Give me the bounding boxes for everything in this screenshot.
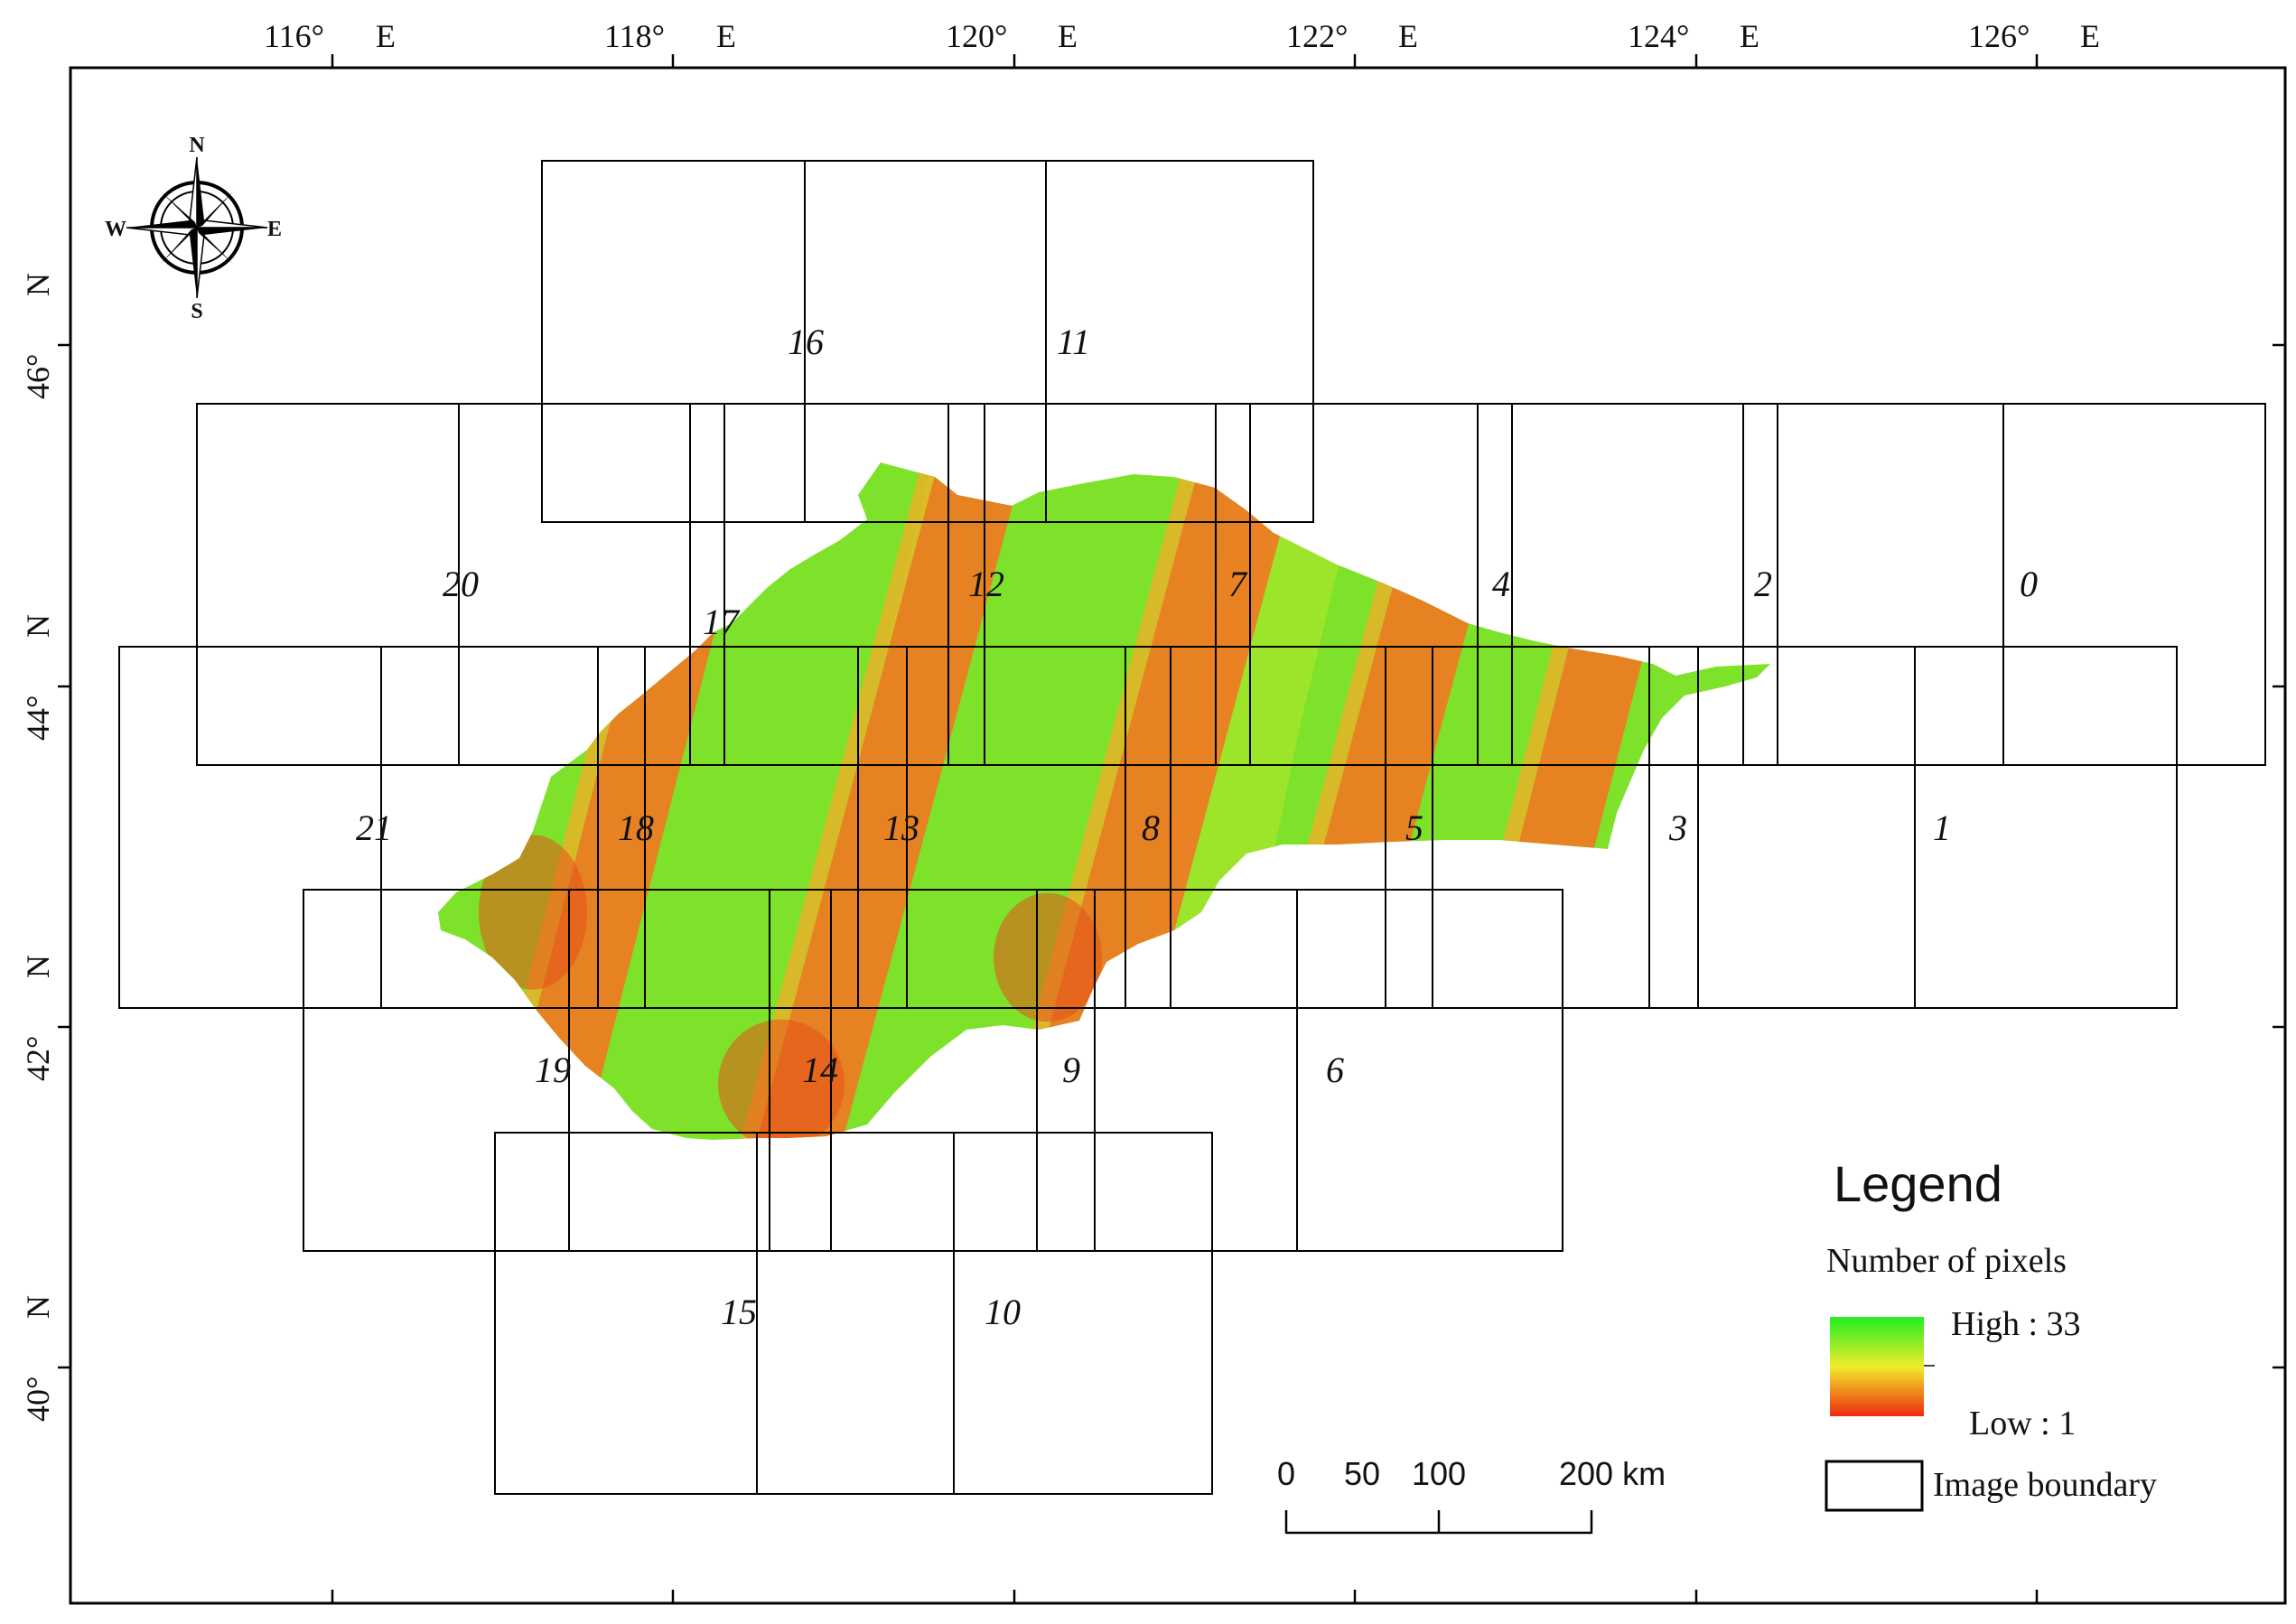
tile-label-10: 10	[985, 1292, 1021, 1332]
tile-label-1: 1	[1933, 807, 1951, 848]
tile-label-6: 6	[1326, 1050, 1344, 1090]
legend-color-ramp	[1830, 1317, 1924, 1416]
legend-title: Legend	[1834, 1155, 2002, 1212]
image-boundaries	[118, 160, 2266, 1495]
image-boundary-band	[118, 646, 2178, 1009]
tile-label-19: 19	[535, 1050, 571, 1090]
image-boundary-band	[303, 889, 1563, 1252]
compass-rose-icon: N S E W	[105, 134, 282, 323]
tile-label-0: 0	[2020, 564, 2038, 604]
lat-label-deg: 42°	[20, 1036, 56, 1081]
lon-label-hemi: E	[1398, 18, 1418, 54]
lat-label-deg: 40°	[20, 1377, 56, 1422]
lon-label-deg: 122°	[1286, 18, 1348, 54]
legend-high-label: High : 33	[1951, 1305, 2081, 1343]
lat-label-hemi: N	[20, 614, 56, 638]
lon-label-deg: 116°	[264, 18, 324, 54]
compass-east-label: E	[267, 218, 282, 241]
compass-south-label: S	[191, 300, 202, 323]
legend-boundary-label: Image boundary	[1933, 1466, 2157, 1504]
tile-label-7: 7	[1228, 564, 1248, 604]
lon-label-hemi: E	[376, 18, 396, 54]
lat-label-hemi: N	[20, 273, 56, 296]
low-count-patch	[479, 835, 587, 990]
lat-label-hemi: N	[20, 1295, 56, 1319]
map-frame	[69, 66, 2287, 1605]
lon-label-hemi: E	[1058, 18, 1078, 54]
tile-label-2: 2	[1754, 564, 1772, 604]
scale-label-0: 0	[1277, 1455, 1295, 1492]
legend-boundary-swatch	[1825, 1460, 1924, 1512]
graticule: 116° E 118° E 120° E 122° E 124° E 126° E46°N44°N42…	[20, 18, 2285, 1603]
lon-label-hemi: E	[1740, 18, 1759, 54]
lat-label-deg: 44°	[20, 695, 56, 741]
compass-west-label: W	[105, 218, 126, 241]
low-count-patch	[994, 892, 1102, 1022]
legend-subtitle: Number of pixels	[1826, 1242, 2067, 1280]
tile-label-21: 21	[356, 807, 392, 848]
tile-label-5: 5	[1405, 807, 1423, 848]
lon-label-deg: 124°	[1628, 18, 1689, 54]
pixel-count-raster	[438, 462, 1770, 1140]
image-boundary-band	[541, 160, 1314, 523]
tile-label-14: 14	[802, 1050, 838, 1090]
lon-label-deg: 120°	[946, 18, 1007, 54]
compass-north-label: N	[189, 134, 205, 157]
lat-label-hemi: N	[20, 955, 56, 978]
tile-label-9: 9	[1062, 1050, 1080, 1090]
tile-label-4: 4	[1492, 564, 1510, 604]
tile-label-13: 13	[883, 807, 919, 848]
low-count-patch	[718, 1019, 845, 1140]
tile-label-20: 20	[443, 564, 479, 604]
image-boundary-band	[196, 403, 2266, 766]
image-boundary-band	[494, 1132, 1213, 1495]
scale-label-50: 50	[1344, 1455, 1380, 1492]
tile-label-18: 18	[618, 807, 654, 848]
lon-label-deg: 126°	[1968, 18, 2030, 54]
legend-low-label: Low : 1	[1969, 1405, 2076, 1442]
lon-label-deg: 118°	[604, 18, 665, 54]
scale-label-200km: 200 km	[1559, 1455, 1666, 1492]
tile-label-3: 3	[1668, 807, 1687, 848]
lon-label-hemi: E	[2080, 18, 2100, 54]
lon-label-hemi: E	[716, 18, 736, 54]
scale-label-100: 100	[1412, 1455, 1466, 1492]
tile-label-8: 8	[1142, 807, 1160, 848]
tile-label-17: 17	[703, 602, 741, 642]
lat-label-deg: 46°	[20, 354, 56, 399]
scale-bar: 0 50 100 200 km	[1277, 1455, 1666, 1535]
tile-label-11: 11	[1057, 322, 1090, 362]
tile-label-16: 16	[788, 322, 824, 362]
tile-label-12: 12	[968, 564, 1004, 604]
tile-label-15: 15	[721, 1292, 757, 1332]
legend: Legend Number of pixels High : 33 Low : …	[1825, 1155, 2157, 1512]
